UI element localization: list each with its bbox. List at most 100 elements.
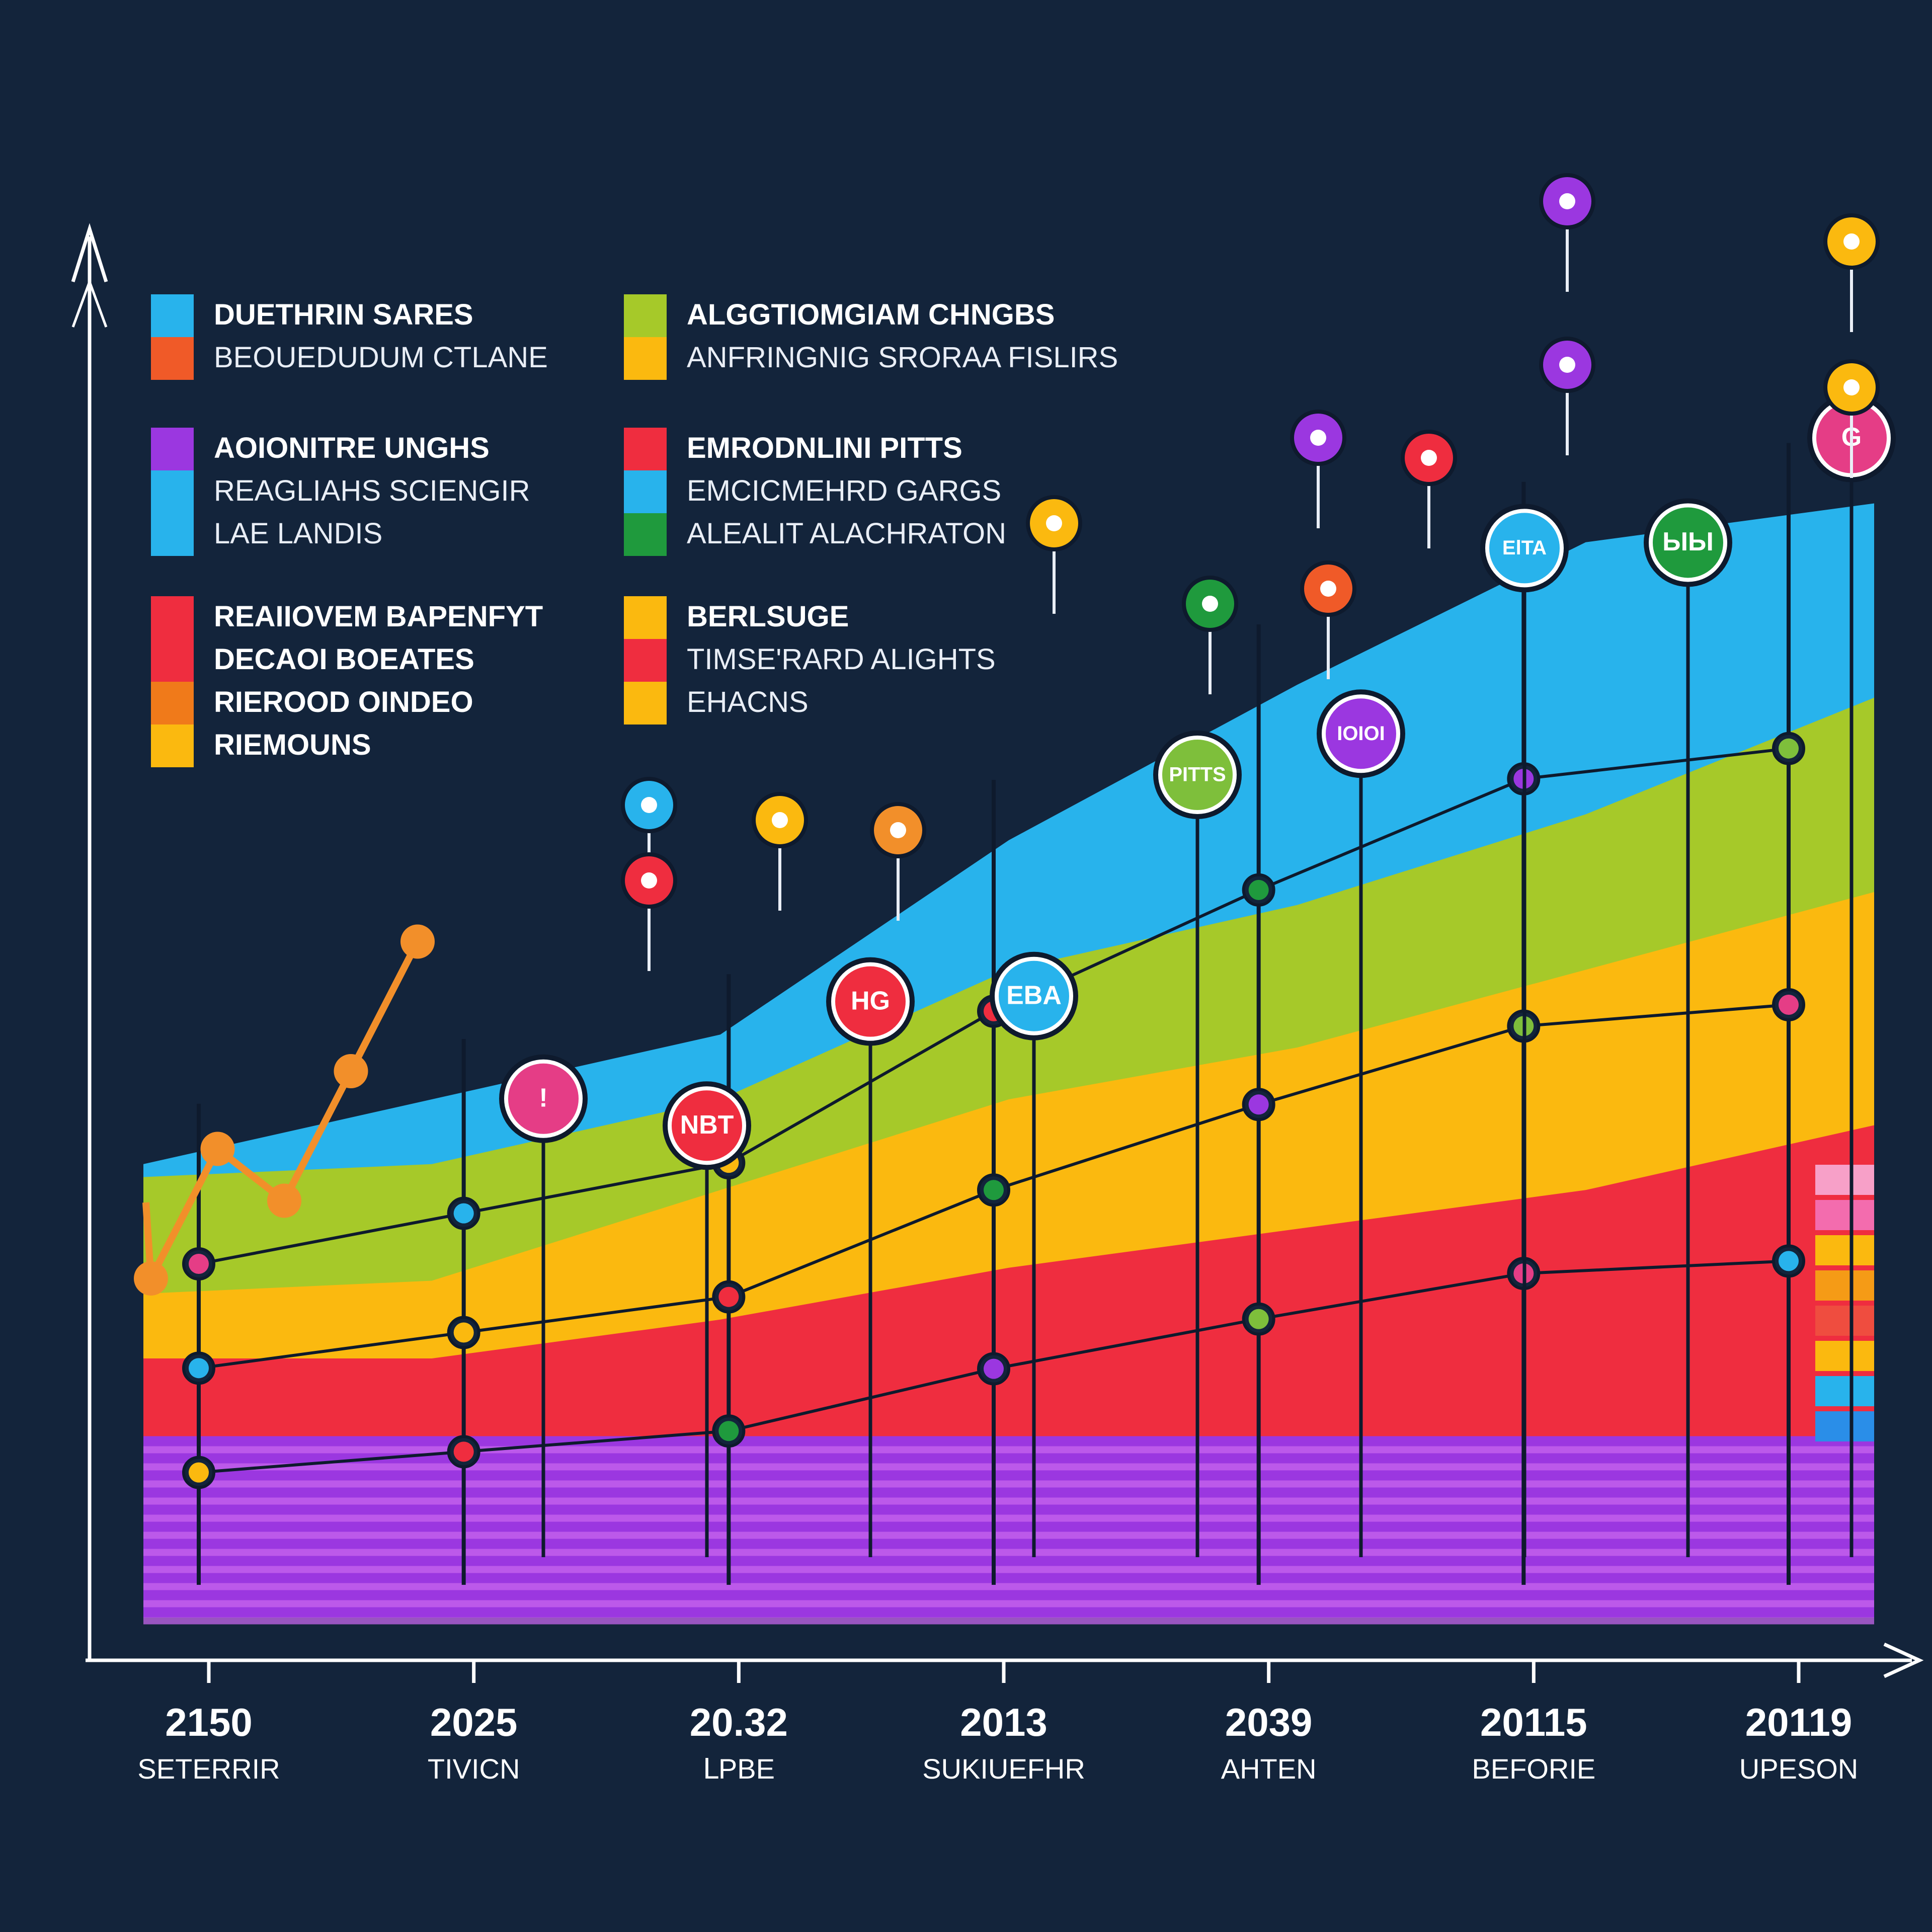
node-link <box>198 1331 464 1370</box>
node-circle <box>995 956 1073 1035</box>
legend-swatch <box>151 470 194 513</box>
node-dot-fill <box>1779 995 1799 1015</box>
node-circle <box>1649 503 1727 582</box>
legend-label: LAE LANDIS <box>214 517 382 550</box>
floater-icon-glyph <box>1843 379 1860 395</box>
axes <box>71 223 1924 1678</box>
legend-label: DUETHRIN SARES <box>214 298 473 331</box>
floater-icon-glyph <box>1421 450 1437 466</box>
node-link <box>1523 1259 1789 1275</box>
node-dot-fill <box>1779 1251 1799 1271</box>
stripe <box>143 1600 1874 1607</box>
stripe <box>143 1532 1874 1539</box>
floater-icon-glyph <box>1559 193 1575 209</box>
stripe <box>143 1480 1874 1488</box>
floater-icon-glyph <box>1843 233 1860 250</box>
legend-group: EMRODNLINI PITTS EMCICMEHRD GARGS ALEALIT … <box>624 428 1006 556</box>
node-circle <box>1485 509 1564 588</box>
node-label: ! <box>539 1083 547 1112</box>
legend-label: EMCICMEHRD GARGS <box>687 474 1001 507</box>
legend-label: ALGGTIOMGIAM CHNGBS <box>687 298 1055 331</box>
legend-swatch <box>151 337 194 380</box>
node-label: EBA <box>1006 981 1062 1010</box>
right-edge-color-strip <box>1815 1165 1874 1441</box>
strip-swatch <box>1815 1306 1874 1336</box>
x-tick-label: 2039 <box>1225 1700 1313 1744</box>
node-link <box>1523 1003 1789 1028</box>
node-circle <box>1322 694 1400 773</box>
floater-icon-glyph <box>772 812 788 828</box>
node-label: ElTA <box>1502 537 1547 559</box>
legend-label: REAGLIAHS SCIENGIR <box>214 474 530 507</box>
node-dot-fill <box>1779 738 1799 759</box>
x-tick-label: 20119 <box>1745 1700 1853 1744</box>
trend-point <box>334 1054 368 1088</box>
legend-swatch <box>624 682 667 725</box>
node-dot-fill <box>718 1421 739 1441</box>
area-bands <box>143 503 1874 1618</box>
legend-swatch <box>151 294 194 337</box>
node-label: NBT <box>680 1110 734 1140</box>
node-circle <box>831 962 910 1041</box>
x-tick-sublabel: SUKIUEFHR <box>922 1753 1085 1785</box>
node-dot-fill <box>189 1254 209 1274</box>
node-link <box>198 1212 464 1265</box>
x-tick-sublabel: BEFORIE <box>1472 1753 1595 1785</box>
node-dot-fill <box>1248 1094 1269 1115</box>
node-link <box>463 1295 729 1334</box>
legend-label: ALEALIT ALACHRATON <box>687 517 1006 550</box>
x-tick-sublabel: UPESON <box>1739 1753 1859 1785</box>
stripe <box>143 1617 1874 1625</box>
legend-label: AOIONITRE UNGHS <box>214 432 490 464</box>
stripe <box>143 1583 1874 1590</box>
node-dot-fill <box>1248 879 1269 900</box>
node-link <box>463 1161 729 1215</box>
node-dot-fill <box>189 1358 209 1379</box>
legend-swatch <box>151 596 194 639</box>
node-label: HG <box>851 986 890 1015</box>
x-axis-ticks: 2150 SETERRIR 2025 TIVICN 20.32 ᒪPBE 2013 SUKIU… <box>137 1660 1858 1785</box>
x-tick-label: 20.32 <box>690 1700 788 1744</box>
y-axis-arrow-icon-2 <box>71 278 108 328</box>
node-circle <box>504 1059 583 1138</box>
legend: DUETHRIN SARES BEOUEDUDUM CTLANE ALGGTIOMG… <box>151 294 1118 767</box>
x-tick-sublabel: AHTEN <box>1221 1753 1317 1785</box>
legend-group: BERLSUGE TIMSE'RARD ALIGHTS EHACNS <box>624 596 996 725</box>
strip-swatch <box>1815 1165 1874 1195</box>
strip-swatch <box>1815 1376 1874 1406</box>
floater-icon-glyph <box>641 872 657 889</box>
x-tick-sublabel: ᒪPBE <box>703 1753 775 1785</box>
node-dot-fill <box>984 1180 1004 1200</box>
node-link <box>1258 1272 1524 1321</box>
floater-icon-glyph <box>1559 357 1575 373</box>
strip-swatch <box>1815 1235 1874 1265</box>
trend-point <box>200 1132 235 1166</box>
node-dot-fill <box>453 1322 474 1343</box>
trend-point <box>134 1261 168 1296</box>
x-tick-label: 2025 <box>430 1700 518 1744</box>
legend-label: BEOUEDUDUM CTLANE <box>214 341 548 374</box>
legend-label: TIMSE'RARD ALIGHTS <box>687 643 996 676</box>
floater-icon-glyph <box>1310 430 1326 446</box>
node-link <box>1523 747 1789 780</box>
x-tick-sublabel: SETERRIR <box>137 1753 280 1785</box>
legend-swatch <box>151 725 194 767</box>
node-dot-fill <box>1248 1309 1269 1329</box>
node-circle <box>1158 736 1237 814</box>
legend-label: RIEMOUNS <box>214 729 371 761</box>
node-link <box>728 1367 994 1433</box>
stripe <box>143 1566 1874 1573</box>
node-label: ЫЫ <box>1662 527 1714 556</box>
legend-label: REAIIOVEM BAPENFYT <box>214 600 543 633</box>
node-dot-fill <box>189 1462 209 1483</box>
node-link <box>198 1450 464 1474</box>
stripe <box>143 1549 1874 1556</box>
legend-swatch <box>151 682 194 725</box>
strip-swatch <box>1815 1200 1874 1230</box>
node-network: !NBTHGEBAPITTSIOIOIElTAЫЫG <box>182 173 1896 1585</box>
node-link <box>993 1317 1259 1371</box>
node-dot-fill <box>718 1286 739 1307</box>
legend-swatch <box>624 639 667 682</box>
strip-swatch <box>1815 1270 1874 1301</box>
